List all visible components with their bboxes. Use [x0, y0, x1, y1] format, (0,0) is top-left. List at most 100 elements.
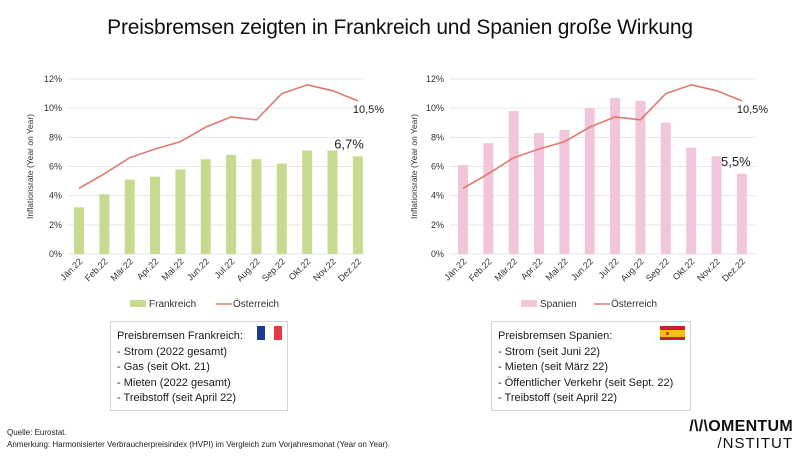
bar-frankreich [327, 150, 338, 254]
x-tick-label: Nov.22 [695, 256, 722, 283]
x-tick-label: Jän.22 [58, 256, 84, 282]
bar-frankreich [302, 150, 313, 254]
annotation-oesterreich: 10,5% [353, 104, 384, 116]
bar-spanien [559, 130, 570, 254]
chart-frankreich: 0% 2% 4% 6% 8% 10% 12% Inflationsrate (Year on … [25, 74, 384, 310]
x-tick-label: Aug.22 [235, 256, 262, 283]
x-tick-label: Jän.22 [442, 256, 468, 282]
info-box-frankreich: Preisbremsen Frankreich: - Strom (2022 g… [110, 321, 288, 411]
x-tick-label: Mai.22 [160, 256, 186, 282]
bar-frankreich [200, 159, 211, 254]
bar-spanien [483, 143, 494, 254]
info-box-item: - Strom (seit Juni 22) [498, 345, 601, 358]
flag-spain-icon [660, 326, 685, 340]
bar-frankreich [251, 159, 262, 254]
flag-stripe-yellow [660, 329, 685, 337]
legend-label-oesterreich: Österreich [233, 298, 279, 310]
legend-swatch-frankreich [130, 300, 146, 307]
line-oesterreich [462, 84, 743, 190]
y-axis-label: Inflationsrate (Year on Year) [409, 114, 419, 219]
info-box-item: - Treibstoff (seit April 22) [117, 392, 237, 404]
y-tick-label: 2% [431, 220, 444, 230]
x-tick-label: Mai.22 [544, 256, 570, 282]
x-tick-label: Sep.22 [260, 256, 287, 283]
flag-france-icon [257, 326, 282, 340]
bar-frankreich [74, 207, 84, 254]
y-tick-label: 4% [49, 191, 62, 201]
x-tick-label: Sep.22 [644, 256, 671, 283]
x-tick-label: Feb.22 [467, 256, 494, 283]
annotation-oesterreich: 10,5% [737, 104, 768, 116]
chart-title: Preisbremsen zeigten in Frankreich und S… [107, 16, 693, 39]
x-tick-label: Mär.22 [493, 256, 520, 283]
bar-frankreich [276, 163, 287, 254]
info-box-heading: Preisbremsen Frankreich: [117, 330, 243, 342]
chart-spanien: 0% 2% 4% 6% 8% 10% 12% Inflationsrate (Year on … [409, 74, 768, 310]
source-note: Quelle: Eurostat. [7, 428, 67, 437]
annotation-spanien: 5,5% [721, 154, 751, 169]
bar-spanien [508, 111, 519, 254]
x-tick-label: Jun.22 [569, 256, 595, 282]
x-tick-label: Mär.22 [109, 256, 136, 283]
bar-spanien [686, 147, 697, 254]
y-tick-label: 0% [49, 249, 62, 259]
x-tick-label: Dez.22 [720, 256, 747, 283]
flag-stripe-red-bottom [660, 336, 685, 340]
annotation-note: Anmerkung: Harmonisierter Verbraucherpre… [7, 440, 390, 449]
x-tick-label: Feb.22 [83, 256, 110, 283]
x-tick-label: Apr.22 [135, 256, 160, 281]
logo-line-2: /NSTITUT [717, 435, 793, 452]
y-tick-label: 12% [426, 74, 444, 84]
y-tick-label: 6% [431, 162, 444, 172]
info-box-item: - Öffentlicher Verkehr (seit Sept. 22) [498, 376, 674, 389]
x-tick-label: Nov.22 [311, 256, 338, 283]
logo-line-1: /\/\OMENTUM [689, 418, 793, 435]
bar-spanien [610, 97, 621, 254]
x-tick-label: Okt.22 [671, 256, 697, 282]
info-box-item: - Mieten (2022 gesamt) [117, 376, 231, 389]
x-tick-label: Apr.22 [519, 256, 544, 281]
info-box-item: - Strom (2022 gesamt) [117, 345, 228, 358]
flag-coat-of-arms [666, 331, 669, 335]
info-box-item: - Treibstoff (seit April 22) [498, 392, 618, 404]
bar-frankreich [226, 154, 237, 254]
legend-label-spanien: Spanien [540, 299, 577, 310]
bar-frankreich [99, 194, 110, 254]
legend-swatch-spanien [521, 300, 537, 307]
y-tick-label: 8% [431, 132, 444, 142]
bar-spanien [584, 108, 595, 254]
bar-spanien [660, 122, 671, 254]
annotation-frankreich: 6,7% [334, 136, 364, 151]
bar-spanien [711, 156, 722, 254]
bar-frankreich [150, 176, 161, 254]
bar-frankreich [175, 169, 186, 254]
legend-label-oesterreich: Österreich [611, 298, 657, 310]
line-oesterreich [78, 84, 359, 190]
y-axis-label: Inflationsrate (Year on Year) [25, 114, 35, 219]
bar-frankreich [352, 156, 363, 254]
bar-spanien [458, 165, 468, 254]
info-box-spanien: Preisbremsen Spanien: - Strom (seit Juni… [491, 321, 691, 411]
x-tick-label: Jun.22 [185, 256, 211, 282]
bar-spanien [635, 100, 646, 254]
y-tick-label: 12% [44, 74, 62, 84]
x-tick-label: Okt.22 [287, 256, 313, 282]
info-box-item: - Gas (seit Okt. 21) [117, 361, 210, 373]
y-tick-label: 10% [426, 103, 444, 113]
footer: Quelle: Eurostat. Anmerkung: Harmonisier… [7, 427, 390, 451]
momentum-institut-logo: /\/\OMENTUM /NSTITUT [689, 418, 793, 452]
y-tick-label: 4% [431, 191, 444, 201]
x-tick-label: Dez.22 [336, 256, 363, 283]
flag-stripe-white [265, 326, 274, 340]
info-box-item: - Mieten (seit März 22) [498, 361, 609, 373]
flag-stripe-red [273, 326, 282, 340]
y-tick-label: 6% [49, 162, 62, 172]
x-tick-label: Jul.22 [596, 256, 620, 280]
flag-stripe-blue [257, 326, 266, 340]
y-tick-label: 8% [49, 132, 62, 142]
bar-spanien [534, 132, 545, 254]
x-tick-label: Aug.22 [619, 256, 646, 283]
flag-stripe-red-top [660, 326, 685, 330]
bar-spanien [736, 173, 747, 254]
y-tick-label: 2% [49, 220, 62, 230]
